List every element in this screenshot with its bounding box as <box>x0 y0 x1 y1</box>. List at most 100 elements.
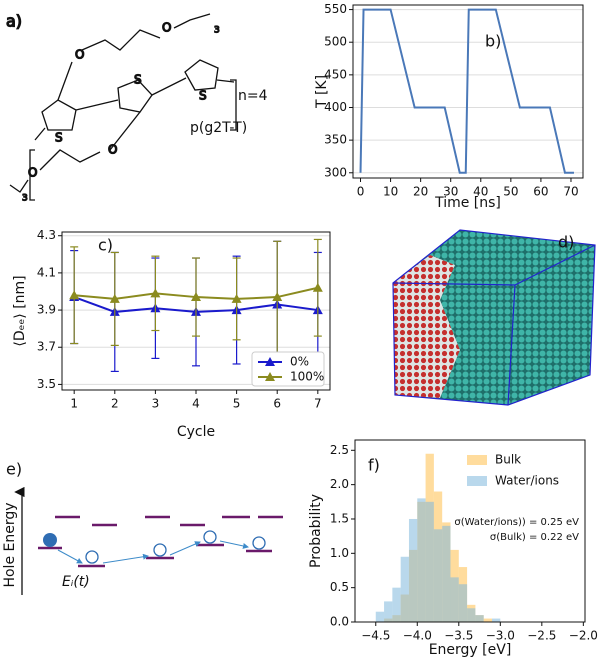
polymer-name: p(g2T-T) <box>190 120 247 136</box>
marker <box>109 293 120 303</box>
bar <box>400 556 409 622</box>
legend-label: Water/ions <box>495 474 559 488</box>
x-tick-label: −2.0 <box>569 629 598 643</box>
legend-label: 0% <box>290 355 309 369</box>
y-tick-label: 2.5 <box>330 443 349 457</box>
atom: O <box>162 21 171 35</box>
x-tick-label: 2 <box>111 397 119 411</box>
y-tick-label: 0.5 <box>330 580 349 594</box>
y-axis-label: Probability <box>308 494 324 568</box>
plot-frame <box>61 231 331 391</box>
y-tick-label: 550 <box>324 2 347 16</box>
x-axis-label: Time [ns] <box>434 195 501 211</box>
x-tick-label: 0 <box>357 185 365 199</box>
panel-label: c) <box>98 236 113 255</box>
bond <box>57 61 73 101</box>
hopping-diagram: e) Hole Energy Eᵢ(t) <box>2 460 283 595</box>
bracket <box>230 79 237 131</box>
site <box>153 543 167 557</box>
panel-label: d) <box>558 233 574 252</box>
panel-label: e) <box>6 460 22 479</box>
bond <box>34 127 46 141</box>
y-tick-label: 4.3 <box>37 228 56 242</box>
hole <box>43 533 57 547</box>
x-tick-label: 50 <box>503 185 518 199</box>
legend-patch <box>467 476 487 486</box>
cube-edge <box>507 284 516 406</box>
x-tick-label: −2.5 <box>527 629 556 643</box>
y-axis-label: T [K] <box>314 75 330 109</box>
subscript: 3 <box>214 26 220 36</box>
x-tick-label: 5 <box>233 397 241 411</box>
atom: O <box>75 48 84 62</box>
x-tick-label: 20 <box>413 185 428 199</box>
bond <box>151 77 187 96</box>
x-tick-label: 1 <box>70 397 78 411</box>
y-tick-label: 3.5 <box>37 377 56 391</box>
x-tick-label: 70 <box>563 185 578 199</box>
x-tick-label: 6 <box>273 397 281 411</box>
chain <box>9 179 29 193</box>
axis-label: Hole Energy <box>2 502 18 587</box>
chain <box>39 149 101 171</box>
panel-label: a) <box>6 12 22 31</box>
atom: S <box>134 73 142 87</box>
y-tick-label: 350 <box>324 133 347 147</box>
ring <box>117 79 153 113</box>
x-axis-label: Cycle <box>177 424 215 440</box>
ion-region <box>393 255 460 398</box>
bar <box>475 615 484 622</box>
bond <box>75 99 119 111</box>
chain <box>173 13 211 29</box>
y-tick-label: 3.9 <box>37 303 56 317</box>
bar <box>375 611 385 622</box>
marker <box>69 290 80 300</box>
marker <box>312 282 323 292</box>
x-tick-label: −3.0 <box>486 629 515 643</box>
hop-arrow <box>102 553 149 564</box>
bar <box>450 577 459 622</box>
hop-label: Eᵢ(t) <box>62 574 90 590</box>
site <box>85 550 99 564</box>
bar <box>492 618 501 622</box>
chain <box>81 29 161 51</box>
site <box>203 530 217 544</box>
x-tick-label: 4 <box>192 397 200 411</box>
line <box>359 8 574 174</box>
atom: S <box>199 89 207 103</box>
annotation: σ(Water/ions)) = 0.25 eV <box>454 517 579 528</box>
x-tick-label: 10 <box>383 185 398 199</box>
hop-arrow <box>219 540 249 549</box>
y-tick-label: 1.0 <box>330 546 349 560</box>
structure: a) O O O O S S S 3 3 n=4 p(g2T-T) <box>5 11 268 204</box>
legend-patch <box>467 455 487 465</box>
bar <box>467 608 476 622</box>
marker <box>272 292 283 302</box>
y-tick-label: 500 <box>324 35 347 49</box>
bar <box>417 498 426 622</box>
legend-label: Bulk <box>495 453 521 467</box>
x-tick-label: 40 <box>473 185 488 199</box>
marker <box>150 288 161 298</box>
subscript: 3 <box>22 194 28 204</box>
y-tick-label: 300 <box>324 165 347 179</box>
atom: S <box>55 131 63 145</box>
panel-label: b) <box>485 32 501 51</box>
marker <box>191 292 201 302</box>
x-tick-label: −3.5 <box>444 629 473 643</box>
bond <box>109 111 141 151</box>
x-tick-label: 3 <box>152 397 160 411</box>
bar <box>458 584 468 622</box>
bracket <box>29 149 35 201</box>
y-tick-label: 0.0 <box>330 615 349 629</box>
bar <box>392 587 401 622</box>
site <box>252 536 266 550</box>
repeat-count: n=4 <box>238 88 268 104</box>
bar <box>384 601 393 622</box>
ring <box>41 99 77 131</box>
bar <box>408 518 418 622</box>
cube-edge <box>392 229 596 406</box>
y-tick-label: 3.7 <box>37 340 56 354</box>
